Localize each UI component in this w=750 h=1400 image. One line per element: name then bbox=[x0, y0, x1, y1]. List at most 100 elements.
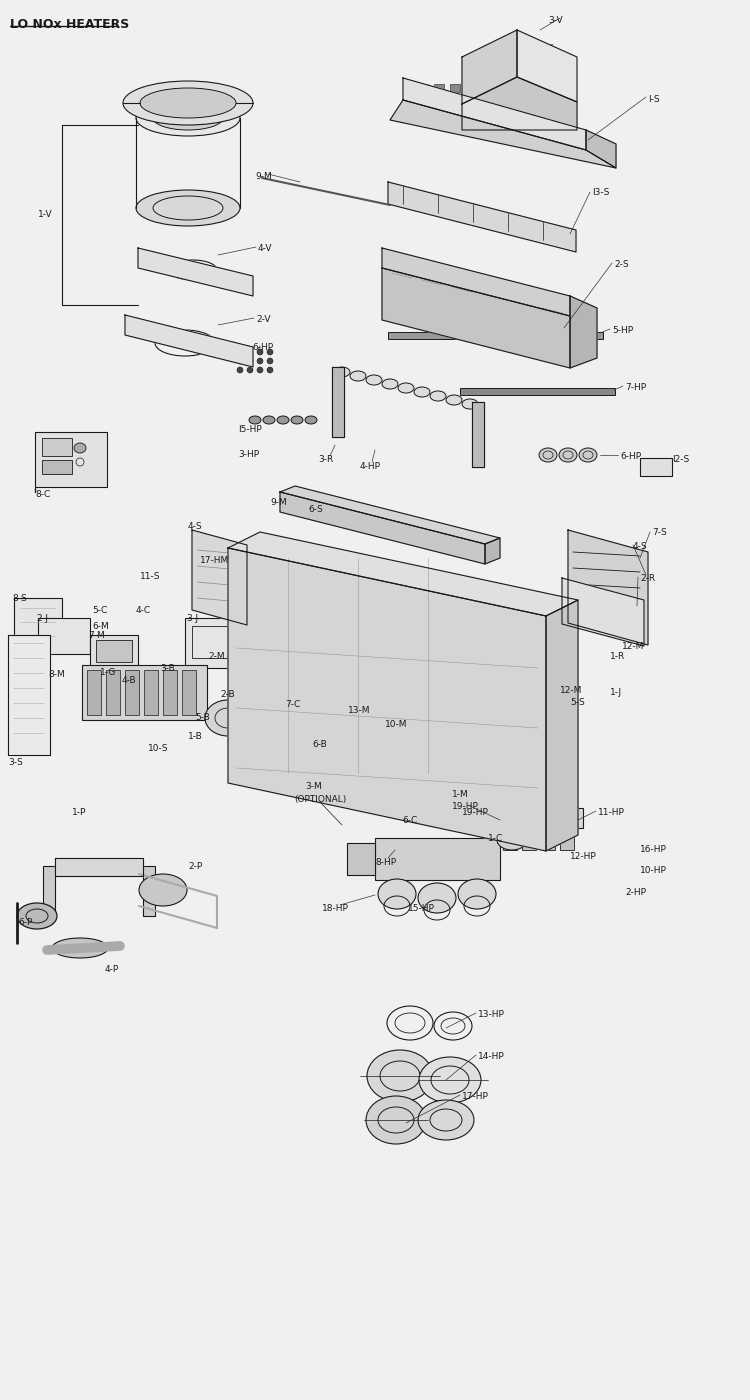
Ellipse shape bbox=[291, 416, 303, 424]
Ellipse shape bbox=[39, 692, 45, 699]
Polygon shape bbox=[485, 538, 500, 564]
Ellipse shape bbox=[247, 367, 253, 372]
Text: 4-B: 4-B bbox=[122, 676, 136, 685]
Polygon shape bbox=[562, 578, 644, 645]
Ellipse shape bbox=[334, 367, 350, 377]
Text: 7-C: 7-C bbox=[285, 700, 300, 708]
Text: 16-HP: 16-HP bbox=[640, 846, 667, 854]
Text: 15-HP: 15-HP bbox=[408, 904, 435, 913]
Ellipse shape bbox=[263, 416, 275, 424]
Ellipse shape bbox=[462, 399, 478, 409]
Ellipse shape bbox=[247, 349, 253, 356]
Text: (OPTIONAL): (OPTIONAL) bbox=[294, 795, 346, 804]
Text: 1-V: 1-V bbox=[38, 210, 53, 218]
Bar bbox=[185, 617, 243, 668]
Polygon shape bbox=[586, 130, 616, 168]
Polygon shape bbox=[280, 491, 485, 564]
Text: 5-B: 5-B bbox=[195, 713, 210, 722]
Text: 3-J: 3-J bbox=[186, 615, 198, 623]
Ellipse shape bbox=[257, 358, 263, 364]
Text: 1-C: 1-C bbox=[488, 834, 503, 843]
Bar bbox=[42, 461, 72, 475]
Bar bbox=[482, 97, 492, 104]
Ellipse shape bbox=[446, 395, 462, 405]
Bar bbox=[42, 438, 72, 456]
Bar bbox=[163, 671, 177, 715]
Text: 2-V: 2-V bbox=[256, 315, 271, 323]
Bar bbox=[418, 97, 428, 104]
Text: 7-M: 7-M bbox=[88, 631, 105, 640]
Ellipse shape bbox=[418, 883, 456, 913]
Text: I-S: I-S bbox=[648, 95, 660, 104]
Text: 2-J: 2-J bbox=[36, 615, 48, 623]
Text: 19-HP: 19-HP bbox=[452, 802, 478, 811]
Text: 5-S: 5-S bbox=[570, 699, 585, 707]
Polygon shape bbox=[138, 248, 253, 295]
Bar bbox=[82, 665, 207, 720]
Text: 3-S: 3-S bbox=[8, 757, 22, 767]
Ellipse shape bbox=[257, 349, 263, 356]
Text: I5-HP: I5-HP bbox=[238, 426, 262, 434]
Text: 17-HM: 17-HM bbox=[200, 556, 230, 566]
Polygon shape bbox=[280, 486, 500, 545]
Bar bbox=[347, 843, 375, 875]
Bar bbox=[640, 458, 672, 476]
Text: 2-R: 2-R bbox=[640, 574, 656, 582]
Text: I2-S: I2-S bbox=[672, 455, 689, 463]
Bar bbox=[192, 626, 236, 658]
Ellipse shape bbox=[419, 1057, 481, 1103]
Ellipse shape bbox=[267, 358, 273, 364]
Ellipse shape bbox=[497, 830, 527, 850]
Polygon shape bbox=[546, 601, 578, 851]
Text: 8-S: 8-S bbox=[12, 594, 27, 603]
Text: 7-HP: 7-HP bbox=[625, 384, 646, 392]
Polygon shape bbox=[568, 531, 648, 645]
Text: 3-V: 3-V bbox=[548, 15, 562, 25]
Text: 2-P: 2-P bbox=[188, 862, 202, 871]
Text: 1-B: 1-B bbox=[188, 732, 202, 741]
Bar bbox=[434, 97, 444, 104]
Ellipse shape bbox=[52, 938, 108, 958]
Ellipse shape bbox=[458, 879, 496, 909]
Bar bbox=[503, 827, 517, 850]
Text: 8-M: 8-M bbox=[48, 671, 64, 679]
Ellipse shape bbox=[136, 190, 240, 225]
Bar bbox=[14, 598, 62, 650]
Ellipse shape bbox=[296, 711, 301, 717]
Bar bbox=[522, 827, 536, 850]
Text: 10-S: 10-S bbox=[148, 743, 169, 753]
Text: 6-HP: 6-HP bbox=[252, 343, 273, 351]
Text: 4-S: 4-S bbox=[188, 522, 202, 531]
Polygon shape bbox=[390, 99, 616, 168]
Ellipse shape bbox=[305, 711, 310, 717]
Text: 7-S: 7-S bbox=[652, 528, 667, 538]
Text: 4-C: 4-C bbox=[136, 606, 151, 615]
Text: 4-S: 4-S bbox=[633, 542, 647, 552]
Ellipse shape bbox=[267, 367, 273, 372]
Text: 6-C: 6-C bbox=[402, 816, 417, 825]
Text: 10-M: 10-M bbox=[385, 720, 407, 729]
Ellipse shape bbox=[267, 349, 273, 356]
Polygon shape bbox=[570, 295, 597, 368]
Bar bbox=[498, 84, 508, 92]
Bar bbox=[144, 671, 158, 715]
Ellipse shape bbox=[559, 448, 577, 462]
Text: 2-HP: 2-HP bbox=[625, 888, 646, 897]
Text: 1-R: 1-R bbox=[610, 652, 626, 661]
Text: 6-S: 6-S bbox=[308, 505, 322, 514]
Text: 4-V: 4-V bbox=[258, 244, 272, 253]
Bar bbox=[35, 433, 107, 487]
Text: 6-M: 6-M bbox=[92, 622, 109, 631]
Text: 2-S: 2-S bbox=[614, 260, 628, 269]
Ellipse shape bbox=[139, 874, 187, 906]
Text: 8-C: 8-C bbox=[35, 490, 50, 498]
Ellipse shape bbox=[366, 375, 382, 385]
Bar bbox=[38, 617, 90, 654]
Text: 2-M: 2-M bbox=[208, 652, 225, 661]
Bar bbox=[90, 636, 138, 671]
Ellipse shape bbox=[247, 358, 253, 364]
Ellipse shape bbox=[265, 764, 271, 771]
Bar bbox=[375, 839, 500, 881]
Text: 12-M: 12-M bbox=[560, 686, 582, 694]
Ellipse shape bbox=[266, 711, 271, 717]
